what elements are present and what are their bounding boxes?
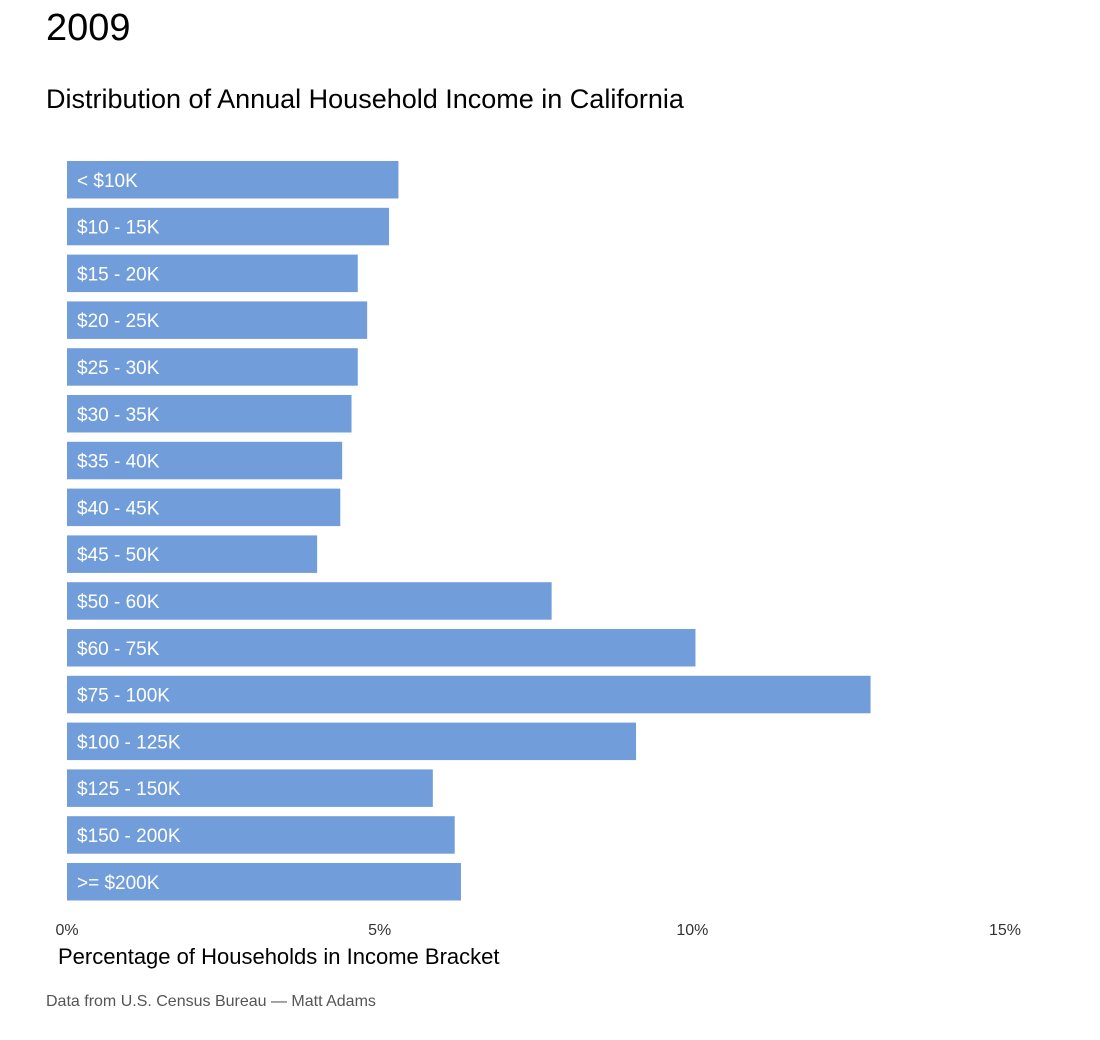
- bar-chart: < $10K $10 - 15K $15 - 20K $20 - 25K $25 - 3…: [55, 161, 1021, 939]
- x-tick-label: 15%: [989, 922, 1021, 939]
- bar-label: $60 - 75K: [77, 639, 160, 660]
- bar: [67, 675, 871, 714]
- bar-label: $40 - 45K: [77, 498, 160, 519]
- bar: [67, 161, 399, 199]
- bar: [67, 535, 318, 573]
- bar-label: $150 - 200K: [77, 826, 181, 847]
- bar: [67, 722, 637, 761]
- bar-label: $75 - 100K: [77, 686, 170, 707]
- bar: [67, 769, 433, 807]
- bar-label: $50 - 60K: [77, 592, 160, 613]
- bar-label: $30 - 35K: [77, 405, 160, 426]
- bar-label: $45 - 50K: [77, 545, 160, 566]
- bar: [67, 582, 552, 620]
- bar-label: $20 - 25K: [77, 311, 160, 332]
- bars-layer: < $10K $10 - 15K $15 - 20K $20 - 25K $25 - 3…: [67, 161, 871, 901]
- source-note: Data from U.S. Census Bureau — Matt Adam…: [46, 993, 376, 1010]
- bar: [67, 301, 368, 339]
- bar: [67, 488, 341, 527]
- bar: [67, 207, 390, 246]
- bar-label: >= $200K: [77, 873, 160, 894]
- x-tick-label: 0%: [55, 922, 78, 939]
- bar-label: $25 - 30K: [77, 358, 160, 379]
- bar-label: $15 - 20K: [77, 264, 160, 285]
- x-axis-ticks: 0% 5% 10% 15%: [55, 922, 1021, 939]
- bar: [67, 441, 343, 480]
- bar: [67, 395, 352, 433]
- bar-label: $10 - 15K: [77, 218, 160, 239]
- bar-label: < $10K: [77, 171, 138, 192]
- bar: [67, 629, 696, 667]
- year-title: 2009: [46, 7, 131, 49]
- x-tick-label: 5%: [368, 922, 391, 939]
- x-axis-title: Percentage of Households in Income Brack…: [58, 944, 500, 969]
- bar: [67, 348, 358, 386]
- bar: [67, 254, 358, 293]
- chart-title: Distribution of Annual Household Income …: [46, 84, 684, 114]
- x-tick-label: 10%: [676, 922, 708, 939]
- bar-label: $35 - 40K: [77, 452, 160, 473]
- bar: [67, 863, 461, 901]
- bar-label: $100 - 125K: [77, 732, 181, 753]
- bar-label: $125 - 150K: [77, 779, 181, 800]
- bar: [67, 816, 455, 854]
